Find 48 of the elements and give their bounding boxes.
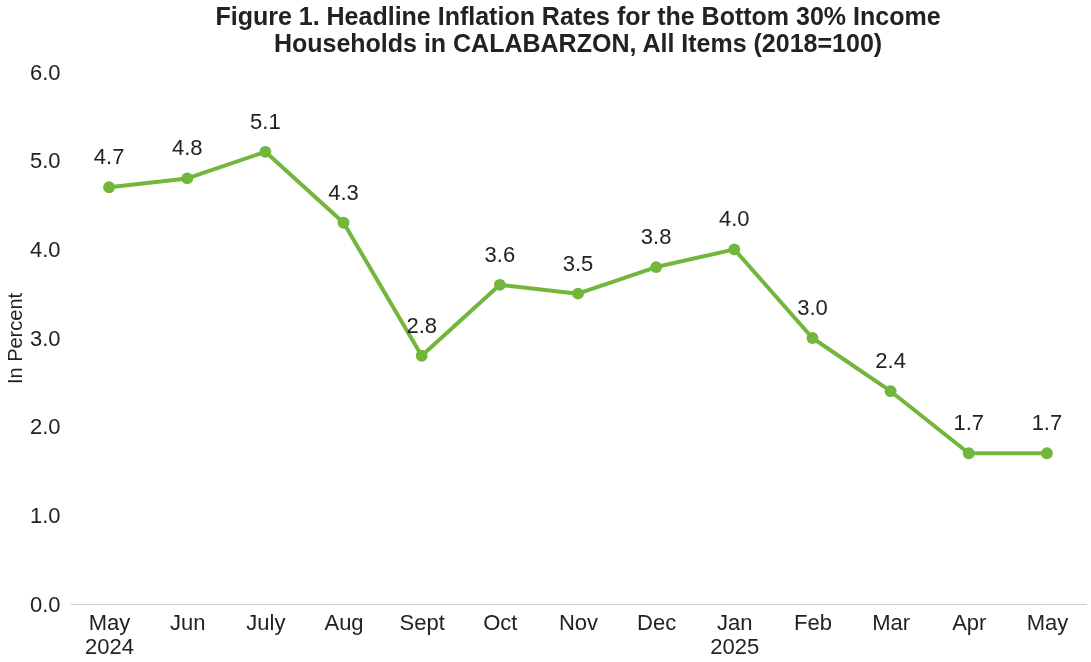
x-tick-label: Sept [399,609,445,635]
x-tick-label: Feb [794,609,832,635]
point [181,172,194,185]
point [103,181,115,194]
chart-title: Figure 1. Headline Inflation Rates for the Bottom 30% Income Households in CALABARZON, All Items (2018=100) [215,2,941,57]
point [337,216,350,229]
point [259,145,272,158]
text: 3.8 [640,224,672,250]
text: 3.5 [562,250,594,276]
y-tick-label: 2.0 [29,414,61,440]
point [650,261,663,273]
text: 1.7 [953,410,985,436]
text: 2.4 [875,348,906,374]
x-tick-label: Nov [558,609,599,635]
y-tick-label: 0.0 [29,591,61,617]
text: 4.0 [719,206,750,232]
text: 4.7 [93,144,125,170]
text: 4.3 [328,179,359,205]
point [1041,447,1053,460]
text: 2.8 [406,312,437,338]
x-tick-label: Jan 2025 [710,609,760,659]
text: 4.8 [171,135,203,161]
y-tick-label: 3.0 [29,325,61,351]
x-tick-label: Apr [952,609,987,635]
x-tick-label: July [246,609,286,635]
text: 5.1 [250,108,281,134]
x-tick-label: Jun [169,609,206,635]
x-tick-label: Oct [483,609,518,635]
y-tick-label: 1.0 [29,502,61,528]
point [572,287,584,300]
point [962,447,975,460]
point [884,385,897,398]
text: 3.0 [797,295,828,320]
text: 3.6 [484,241,516,267]
point [806,332,819,344]
x-tick-label: Dec [637,609,677,635]
y-tick-label: 4.0 [29,236,61,262]
y-tick-label: 6.0 [29,59,61,85]
text: 1.7 [1031,410,1063,436]
point [415,349,428,362]
x-tick-label: Aug [324,609,364,635]
point [493,278,506,291]
x-tick-label: May 2024 [85,609,135,659]
point [728,243,741,256]
x-tick-label: May [1026,609,1069,635]
y-tick-label: 5.0 [29,148,61,174]
x-tick-label: Mar [872,609,911,635]
y-axis-title: In Percent [3,292,26,385]
